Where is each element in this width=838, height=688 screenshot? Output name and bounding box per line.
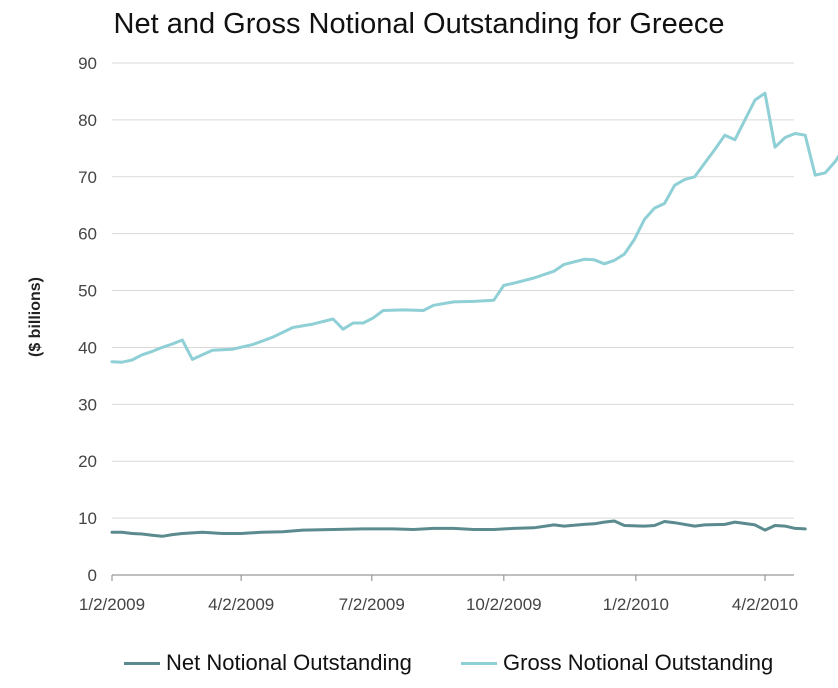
legend-item-gross: Gross Notional Outstanding [461, 650, 773, 676]
legend-label-net: Net Notional Outstanding [166, 650, 412, 675]
y-tick-label: 70 [78, 168, 97, 187]
gross-notional-line [110, 91, 838, 364]
x-axis-ticks: 1/2/2009 4/2/2009 7/2/2009 10/2/2009 1/2/201… [79, 575, 798, 614]
x-tick-label: 1/2/2010 [603, 595, 669, 614]
x-tick-label: 4/2/2009 [208, 595, 274, 614]
legend-swatch-net [124, 661, 160, 665]
x-tick-label: 4/2/2010 [732, 595, 798, 614]
y-axis-ticks: 0 10 20 30 40 50 60 70 80 90 [78, 54, 97, 585]
y-tick-label: 10 [78, 509, 97, 528]
y-tick-label: 20 [78, 452, 97, 471]
gridlines [112, 62, 794, 519]
y-tick-label: 60 [78, 225, 97, 244]
legend: Net Notional Outstanding Gross Notional … [0, 650, 838, 686]
x-tick-label: 10/2/2009 [466, 595, 542, 614]
legend-swatch-gross [461, 661, 497, 665]
legend-label-gross: Gross Notional Outstanding [503, 650, 774, 675]
y-tick-label: 80 [78, 111, 97, 130]
line-chart: 0 10 20 30 40 50 60 70 80 90 1/2/2009 4/2/2009 7/2/… [27, 54, 838, 614]
chart-title: Net and Gross Notional Outstanding for G… [113, 8, 725, 40]
net-notional-line [110, 519, 807, 538]
legend-item-net: Net Notional Outstanding [124, 650, 412, 676]
x-tick-label: 7/2/2009 [339, 595, 405, 614]
y-tick-label: 40 [78, 338, 97, 357]
y-axis-label: ($ billions) [27, 277, 44, 357]
y-tick-label: 0 [88, 566, 97, 585]
series-lines [110, 91, 838, 538]
y-tick-label: 90 [78, 54, 97, 73]
y-tick-label: 30 [78, 395, 97, 414]
x-tick-label: 1/2/2009 [79, 595, 145, 614]
y-tick-label: 50 [78, 282, 97, 301]
